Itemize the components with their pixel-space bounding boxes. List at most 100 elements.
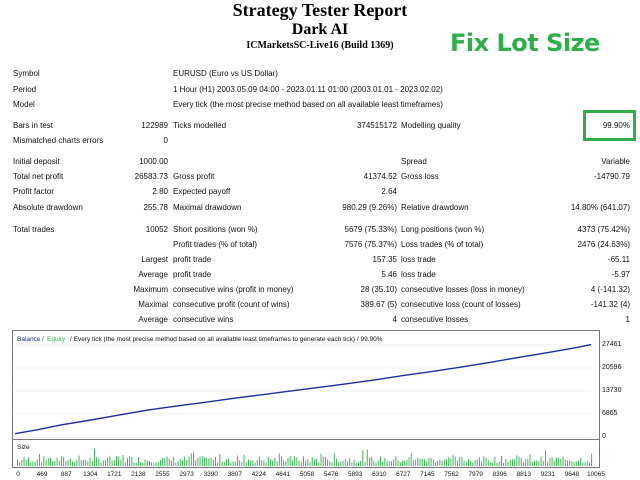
size-bar	[329, 461, 331, 466]
size-bar	[151, 462, 153, 466]
size-bar	[485, 457, 487, 466]
size-bar	[358, 462, 359, 466]
size-bar	[342, 460, 344, 466]
size-bar	[111, 460, 113, 466]
size-bar	[133, 462, 135, 466]
size-bar	[567, 460, 568, 466]
maximal-label: Maximal	[138, 300, 168, 309]
fix-lot-size-badge: Fix Lot Size	[450, 29, 600, 57]
absolute-drawdown-value: 255.78	[143, 203, 168, 212]
size-bar	[393, 459, 395, 466]
size-bar	[507, 462, 509, 466]
size-bar	[558, 457, 560, 466]
size-bar	[140, 462, 142, 466]
largest-loss-value: -65.11	[607, 255, 630, 264]
profit-factor-value: 2.80	[152, 187, 168, 196]
short-positions-label: Short positions (won %)	[173, 225, 258, 234]
x-tick-label: 6727	[396, 471, 411, 478]
size-bar	[113, 459, 115, 466]
size-bar	[531, 461, 533, 466]
average-profit-label: profit trade	[173, 270, 212, 279]
x-tick-label: 3390	[203, 471, 218, 478]
bars-label: Bars in test	[13, 121, 54, 130]
size-bar	[294, 456, 296, 466]
size-bar	[239, 460, 241, 466]
legend-description: / Every tick (the most precise method ba…	[70, 336, 383, 343]
size-bar	[523, 462, 524, 466]
size-bar	[52, 461, 54, 466]
x-tick-label: 2138	[131, 471, 146, 478]
size-bar	[536, 460, 538, 466]
largest-loss-label: loss trade	[401, 255, 436, 264]
x-tick-label: 4224	[252, 471, 267, 478]
x-tick-label: 7562	[444, 471, 459, 478]
relative-drawdown-label: Relative drawdown	[401, 203, 469, 212]
size-bar	[96, 457, 98, 466]
size-bar	[573, 462, 575, 466]
maximum-label: Maximum	[133, 285, 168, 294]
size-bar	[241, 461, 243, 466]
size-bar	[435, 462, 436, 466]
expert-name: Dark AI	[291, 21, 349, 38]
x-tick-label: 2973	[179, 471, 194, 478]
size-bar	[28, 457, 29, 466]
size-bar	[314, 459, 315, 466]
size-bar	[344, 459, 346, 466]
size-bar	[149, 460, 150, 466]
average-consecutive-wins-value: 4	[392, 315, 397, 324]
size-bar	[107, 457, 109, 466]
size-bar	[85, 459, 87, 466]
size-bar	[454, 456, 456, 466]
size-bar	[74, 462, 76, 466]
size-bar	[270, 459, 271, 466]
size-bar	[204, 457, 205, 466]
size-bar	[179, 458, 181, 466]
size-bar	[516, 455, 518, 466]
size-bar	[69, 458, 71, 466]
net-profit-value: 26583.73	[134, 172, 168, 181]
total-trades-label: Total trades	[13, 225, 55, 234]
size-bar	[325, 457, 326, 466]
ticks-value: 374515172	[356, 121, 397, 130]
size-bar	[197, 458, 199, 466]
size-bar	[318, 462, 320, 466]
size-bar	[276, 461, 278, 466]
size-bar	[373, 460, 375, 466]
size-bar	[162, 457, 164, 466]
size-bar	[193, 451, 194, 466]
size-bar	[586, 460, 588, 466]
net-profit-label: Total net profit	[13, 172, 64, 181]
average-label: Average	[138, 270, 168, 279]
average-loss-value: -5.97	[611, 270, 630, 279]
x-tick-label: 5058	[300, 471, 315, 478]
size-bar	[525, 459, 527, 466]
size-bar	[551, 457, 553, 466]
size-bar	[195, 460, 197, 466]
size-bar	[580, 458, 582, 466]
maximal-drawdown-value: 980.29 (9.26%)	[342, 203, 397, 212]
absolute-drawdown-label: Absolute drawdown	[13, 203, 83, 212]
size-bar	[388, 460, 390, 466]
average-consecutive-label: Average	[138, 315, 168, 324]
size-bar	[415, 459, 417, 466]
balance-chart: Balance / Equity / Every tick (the most …	[12, 330, 600, 440]
max-consecutive-wins-value: 28 (35.10)	[360, 285, 397, 294]
size-bar	[89, 457, 91, 466]
size-bar	[545, 450, 546, 466]
size-bar	[421, 458, 423, 466]
size-bar	[164, 457, 166, 466]
size-bar	[327, 459, 329, 466]
size-bar	[463, 460, 465, 466]
gross-loss-value: -14790.79	[593, 172, 630, 181]
x-tick-label: 8813	[517, 471, 532, 478]
size-bar	[439, 459, 441, 466]
size-bar	[157, 462, 159, 466]
loss-trades-value: 2476 (24.63%)	[577, 240, 630, 249]
size-bar	[520, 458, 522, 466]
size-bar	[399, 462, 401, 466]
report-title: Strategy Tester Report	[232, 0, 408, 20]
size-bar	[452, 455, 454, 466]
ticks-label: Ticks modelled	[173, 121, 227, 130]
size-bar	[468, 459, 469, 466]
size-bar	[487, 460, 489, 466]
